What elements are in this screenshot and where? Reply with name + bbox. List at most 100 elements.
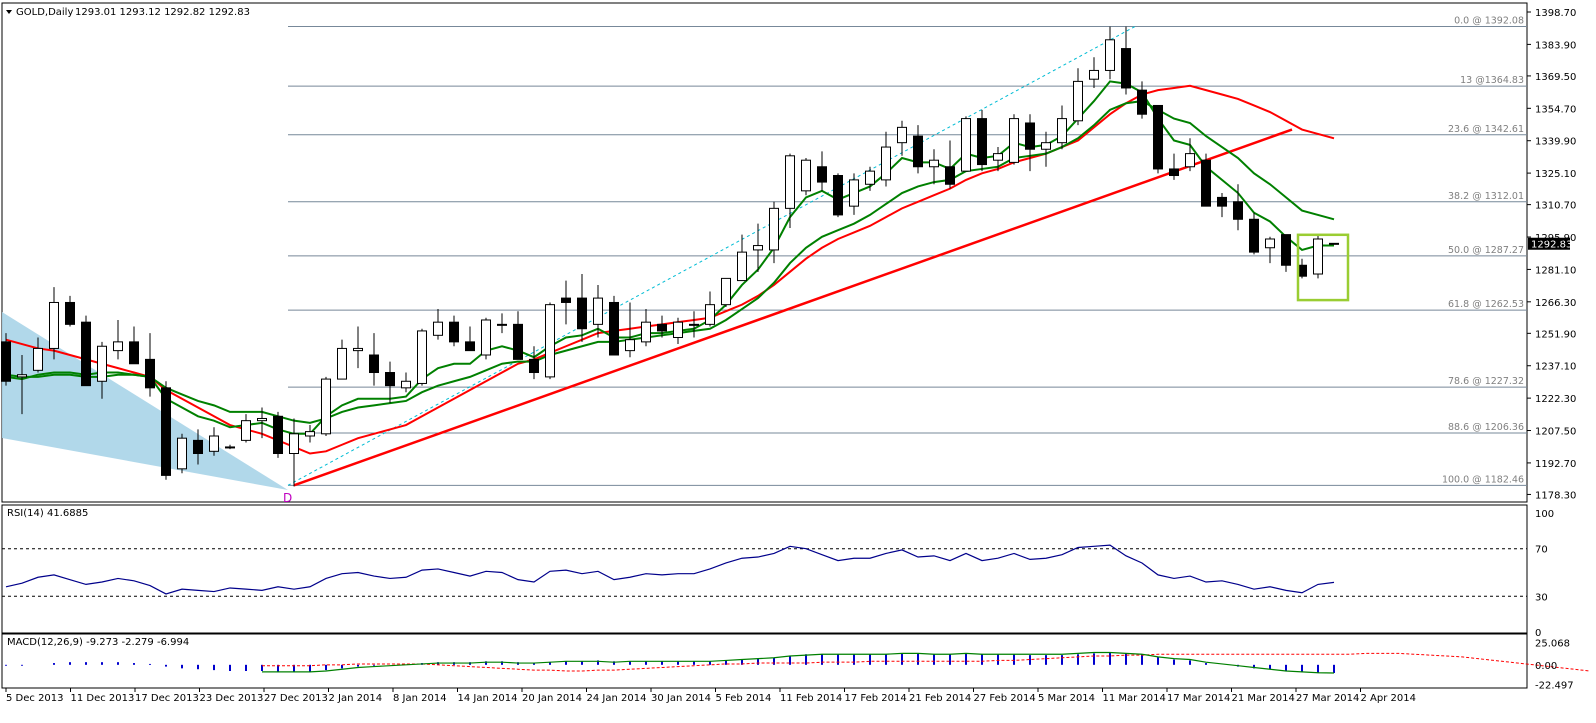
candle-body: [433, 321, 443, 336]
moving-average-green-slow: [5, 100, 1335, 424]
candle-body: [1313, 238, 1323, 275]
candle-body: [833, 175, 843, 216]
candle-body: [785, 155, 795, 209]
candle-body: [689, 323, 699, 326]
candle-body: [209, 435, 219, 452]
candle-body: [929, 159, 939, 168]
candle-body: [417, 330, 427, 384]
macd-panel-frame: [1, 633, 1528, 689]
candle-body: [769, 207, 779, 251]
fibo-label: 38.2 @ 1312.01: [1448, 191, 1524, 202]
pivot-label: D: [283, 491, 292, 505]
highlight-box: [1296, 233, 1350, 302]
x-axis-label: 17 Dec 2013: [135, 693, 199, 704]
candle-body: [1169, 168, 1179, 177]
candle-body: [1265, 238, 1275, 249]
fibo-label: 0.0 @ 1392.08: [1454, 15, 1524, 26]
candle-body: [1041, 142, 1051, 150]
candle-body: [513, 323, 523, 360]
x-axis-label: 5 Dec 2013: [6, 693, 64, 704]
candle-body: [193, 439, 203, 455]
x-axis-label: 5 Feb 2014: [716, 693, 772, 704]
candle-body: [593, 297, 603, 325]
rsi-panel-frame: [1, 504, 1528, 634]
x-axis-label: 11 Mar 2014: [1103, 693, 1166, 704]
candle-body: [529, 358, 539, 374]
candle-body: [737, 251, 747, 282]
candle-body: [1105, 39, 1115, 71]
candle-body: [289, 433, 299, 455]
price-axis-label: 1398.70: [1535, 8, 1576, 19]
fibo-label: 61.8 @ 1262.53: [1448, 299, 1524, 310]
candle-body: [33, 347, 43, 371]
candle-body: [801, 159, 811, 192]
candle-body: [321, 378, 331, 435]
candle-body: [641, 321, 651, 343]
candle-body: [673, 321, 683, 338]
price-axis-label: 1354.70: [1535, 104, 1576, 115]
candle-body: [1, 341, 11, 382]
candle-body: [1073, 80, 1083, 122]
x-axis-label: 11 Dec 2013: [71, 693, 135, 704]
price-axis-label: 1222.30: [1535, 394, 1576, 405]
candle-body: [577, 297, 587, 330]
rsi-axis-label: 100: [1535, 509, 1554, 520]
price-axis-label: 1325.10: [1535, 169, 1576, 180]
candle-body: [865, 170, 875, 185]
macd-line: [262, 651, 1335, 674]
candle-body: [113, 341, 123, 352]
candle-body: [1153, 104, 1163, 170]
rsi-line: [5, 544, 1335, 595]
candle-body: [497, 323, 507, 326]
candle-body: [81, 321, 91, 387]
candle-body: [1217, 196, 1227, 207]
candle-body: [881, 146, 891, 181]
fibo-diagonal: [287, 26, 1136, 486]
collapse-arrow-icon: [6, 10, 12, 14]
candle-body: [1025, 122, 1035, 150]
candle-body: [257, 417, 267, 422]
candle-body: [1137, 89, 1147, 115]
candle-body: [1329, 242, 1339, 245]
fibo-label: 100.0 @ 1182.46: [1442, 474, 1524, 485]
ohlc-values: 1293.01 1293.12 1292.82 1292.83: [75, 7, 250, 18]
candle-body: [225, 446, 235, 449]
x-axis-label: 21 Mar 2014: [1232, 693, 1295, 704]
candle-body: [961, 118, 971, 172]
price-axis-label: 1178.30: [1535, 490, 1576, 501]
candle-body: [17, 374, 27, 378]
symbol-title: GOLD,Daily: [16, 7, 73, 18]
trendline: [293, 128, 1293, 487]
candle-body: [481, 319, 491, 356]
candle-body: [609, 301, 619, 356]
price-axis-label: 1295.90: [1535, 233, 1576, 244]
candle-body: [1089, 69, 1099, 80]
price-axis-label: 1339.90: [1535, 137, 1576, 148]
x-axis-label: 20 Jan 2014: [522, 693, 582, 704]
price-axis-label: 1251.90: [1535, 329, 1576, 340]
price-axis-label: 1207.50: [1535, 427, 1576, 438]
candle-body: [625, 339, 635, 352]
candle-body: [401, 380, 411, 389]
rsi-axis-label: 30: [1535, 592, 1548, 603]
price-axis-label: 1369.50: [1535, 72, 1576, 83]
candle-body: [65, 301, 75, 325]
candle-body: [1201, 159, 1211, 207]
candle-body: [1121, 48, 1131, 89]
rsi-axis-label: 70: [1535, 545, 1548, 556]
x-axis-label: 2 Jan 2014: [329, 693, 383, 704]
candle-body: [753, 245, 763, 251]
candle-body: [993, 153, 1003, 161]
macd-axis-label: 0.00: [1535, 661, 1557, 672]
candle-body: [129, 341, 139, 365]
candle-body: [897, 126, 907, 144]
macd-axis-label: 25.068: [1535, 639, 1570, 650]
moving-average-red: [5, 84, 1335, 455]
x-axis-label: 14 Jan 2014: [458, 693, 518, 704]
rsi-title: RSI(14) 41.6885: [7, 508, 88, 519]
x-axis-label: 17 Mar 2014: [1167, 693, 1230, 704]
price-axis-label: 1237.10: [1535, 362, 1576, 373]
current-price-label: 1292.83: [1531, 240, 1572, 251]
